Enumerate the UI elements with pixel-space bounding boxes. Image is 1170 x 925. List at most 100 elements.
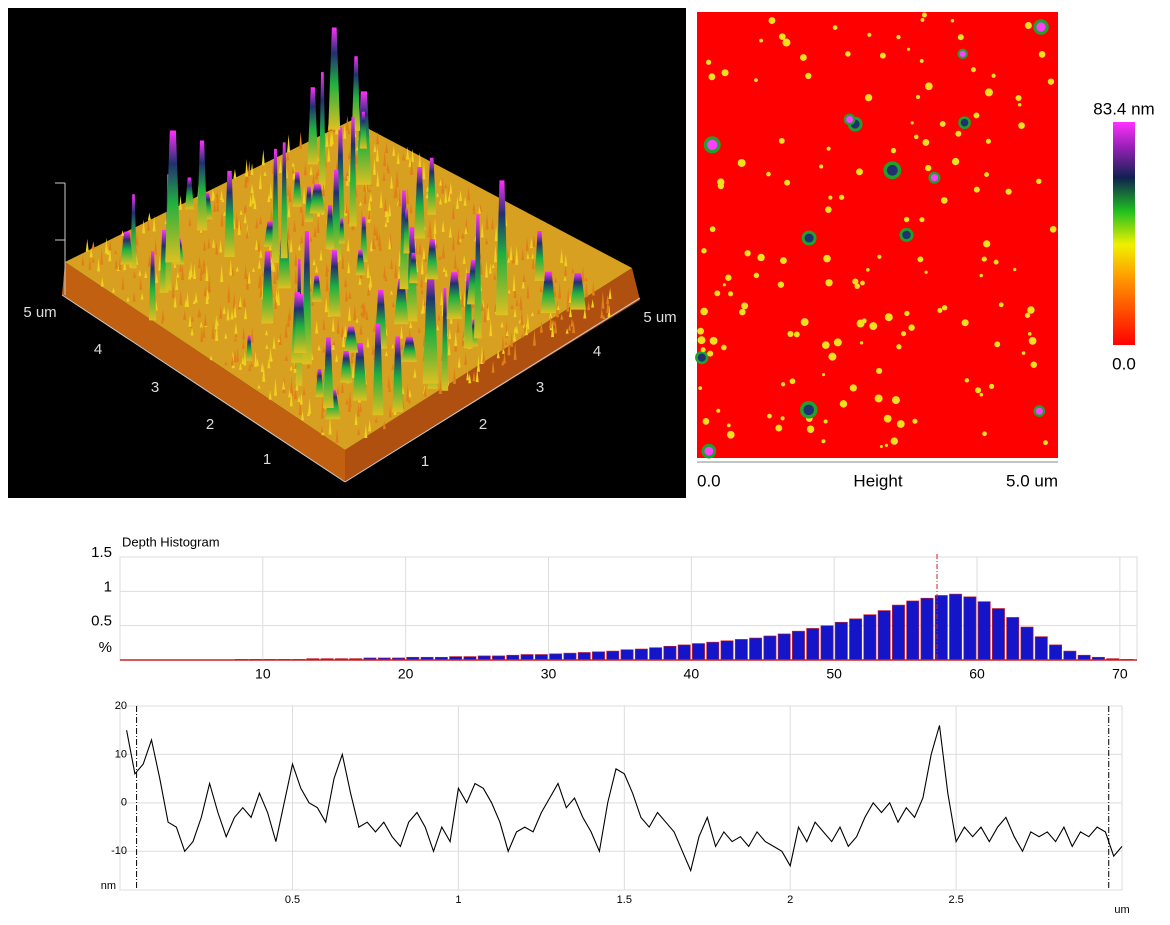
surface-texture bbox=[234, 333, 238, 338]
surface-texture bbox=[282, 380, 286, 390]
surface-peak bbox=[355, 250, 366, 276]
surface-peak bbox=[446, 272, 463, 319]
surface-texture bbox=[203, 312, 207, 326]
bar bbox=[649, 647, 663, 661]
surface-texture bbox=[219, 239, 223, 253]
surface-texture bbox=[123, 259, 127, 271]
surface-texture bbox=[539, 285, 543, 293]
surface-texture bbox=[366, 262, 370, 278]
surface-texture bbox=[413, 367, 417, 378]
plot-area bbox=[119, 705, 1123, 891]
surface-texture bbox=[241, 356, 245, 365]
surface-texture bbox=[383, 265, 387, 279]
map-feature bbox=[1017, 102, 1022, 107]
bar bbox=[863, 614, 877, 661]
surface-texture bbox=[347, 128, 351, 135]
surface-texture bbox=[466, 371, 470, 381]
map-feature bbox=[921, 12, 927, 18]
map-feature bbox=[998, 302, 1004, 308]
surface-peak bbox=[325, 204, 335, 249]
surface-texture bbox=[537, 308, 541, 315]
surface-texture bbox=[286, 152, 290, 161]
surface-peak bbox=[392, 336, 404, 412]
surface-texture bbox=[424, 273, 428, 283]
x-tick-label: 1 bbox=[455, 894, 461, 906]
surface-texture bbox=[454, 331, 458, 347]
bar bbox=[892, 604, 905, 661]
surface-texture bbox=[400, 342, 404, 350]
surface-texture bbox=[526, 252, 530, 259]
surface-texture bbox=[363, 188, 367, 204]
surface-peak bbox=[422, 269, 439, 384]
surface-texture bbox=[512, 273, 516, 292]
surface-texture bbox=[591, 280, 595, 296]
surface-peak bbox=[401, 336, 418, 362]
surface-texture bbox=[394, 261, 398, 279]
surface-texture bbox=[520, 333, 524, 338]
surface-texture bbox=[417, 327, 421, 334]
surface-texture bbox=[227, 296, 231, 303]
bar bbox=[849, 618, 863, 661]
axis-left bbox=[61, 294, 346, 483]
surface-texture bbox=[161, 308, 165, 321]
surface-texture bbox=[515, 325, 519, 334]
surface-texture bbox=[568, 324, 572, 331]
surface-texture bbox=[269, 207, 273, 224]
surface-texture bbox=[199, 272, 203, 281]
surface-texture bbox=[424, 254, 428, 263]
bar bbox=[692, 643, 705, 661]
bar bbox=[1063, 650, 1077, 661]
surface-texture bbox=[81, 254, 85, 266]
map-feature bbox=[775, 424, 783, 432]
surface-texture bbox=[360, 311, 364, 316]
surface-peak bbox=[120, 231, 134, 265]
surface-texture bbox=[369, 192, 373, 202]
map-feature bbox=[877, 254, 882, 259]
map-feature bbox=[721, 69, 729, 77]
map-feature bbox=[1027, 332, 1032, 336]
surface-texture bbox=[510, 332, 514, 347]
map-feature bbox=[1027, 306, 1035, 314]
surface-texture bbox=[188, 269, 192, 280]
surface-texture bbox=[390, 257, 394, 269]
surface-texture bbox=[247, 271, 251, 284]
map-feature bbox=[707, 350, 714, 357]
surface-texture bbox=[406, 146, 410, 160]
surface-texture bbox=[356, 402, 360, 417]
map-feature bbox=[854, 283, 860, 289]
bar bbox=[563, 652, 577, 661]
map-feature bbox=[920, 17, 925, 22]
map-feature bbox=[951, 157, 960, 166]
map-feature bbox=[825, 206, 832, 213]
surface-texture bbox=[476, 355, 480, 372]
surface-texture bbox=[267, 358, 271, 369]
surface-texture bbox=[448, 225, 452, 238]
surface-texture bbox=[144, 270, 148, 279]
bar bbox=[520, 654, 534, 661]
surface-texture bbox=[494, 224, 498, 242]
surface-texture bbox=[468, 373, 472, 384]
surface-texture bbox=[591, 299, 595, 308]
surface-texture bbox=[384, 221, 388, 227]
surface-texture bbox=[194, 291, 198, 303]
map-feature bbox=[1030, 361, 1037, 368]
map-feature bbox=[1015, 94, 1022, 102]
surface-texture bbox=[245, 228, 249, 239]
surface-texture bbox=[429, 226, 433, 242]
surface-texture bbox=[456, 319, 460, 333]
surface-texture bbox=[359, 402, 363, 413]
surface-texture bbox=[378, 237, 382, 251]
surface-texture bbox=[530, 237, 534, 249]
map-feature bbox=[1013, 267, 1017, 272]
surface-texture bbox=[584, 276, 588, 282]
surface-texture bbox=[369, 274, 373, 288]
surface-texture bbox=[215, 191, 219, 198]
surface-texture bbox=[309, 235, 313, 242]
surface-peak bbox=[338, 218, 345, 244]
map-feature bbox=[879, 52, 886, 59]
surface-axis-label: 2 bbox=[206, 416, 214, 433]
map-feature bbox=[1038, 51, 1046, 58]
surface-texture bbox=[181, 263, 185, 280]
map-feature bbox=[728, 291, 734, 297]
map-feature bbox=[697, 336, 706, 345]
